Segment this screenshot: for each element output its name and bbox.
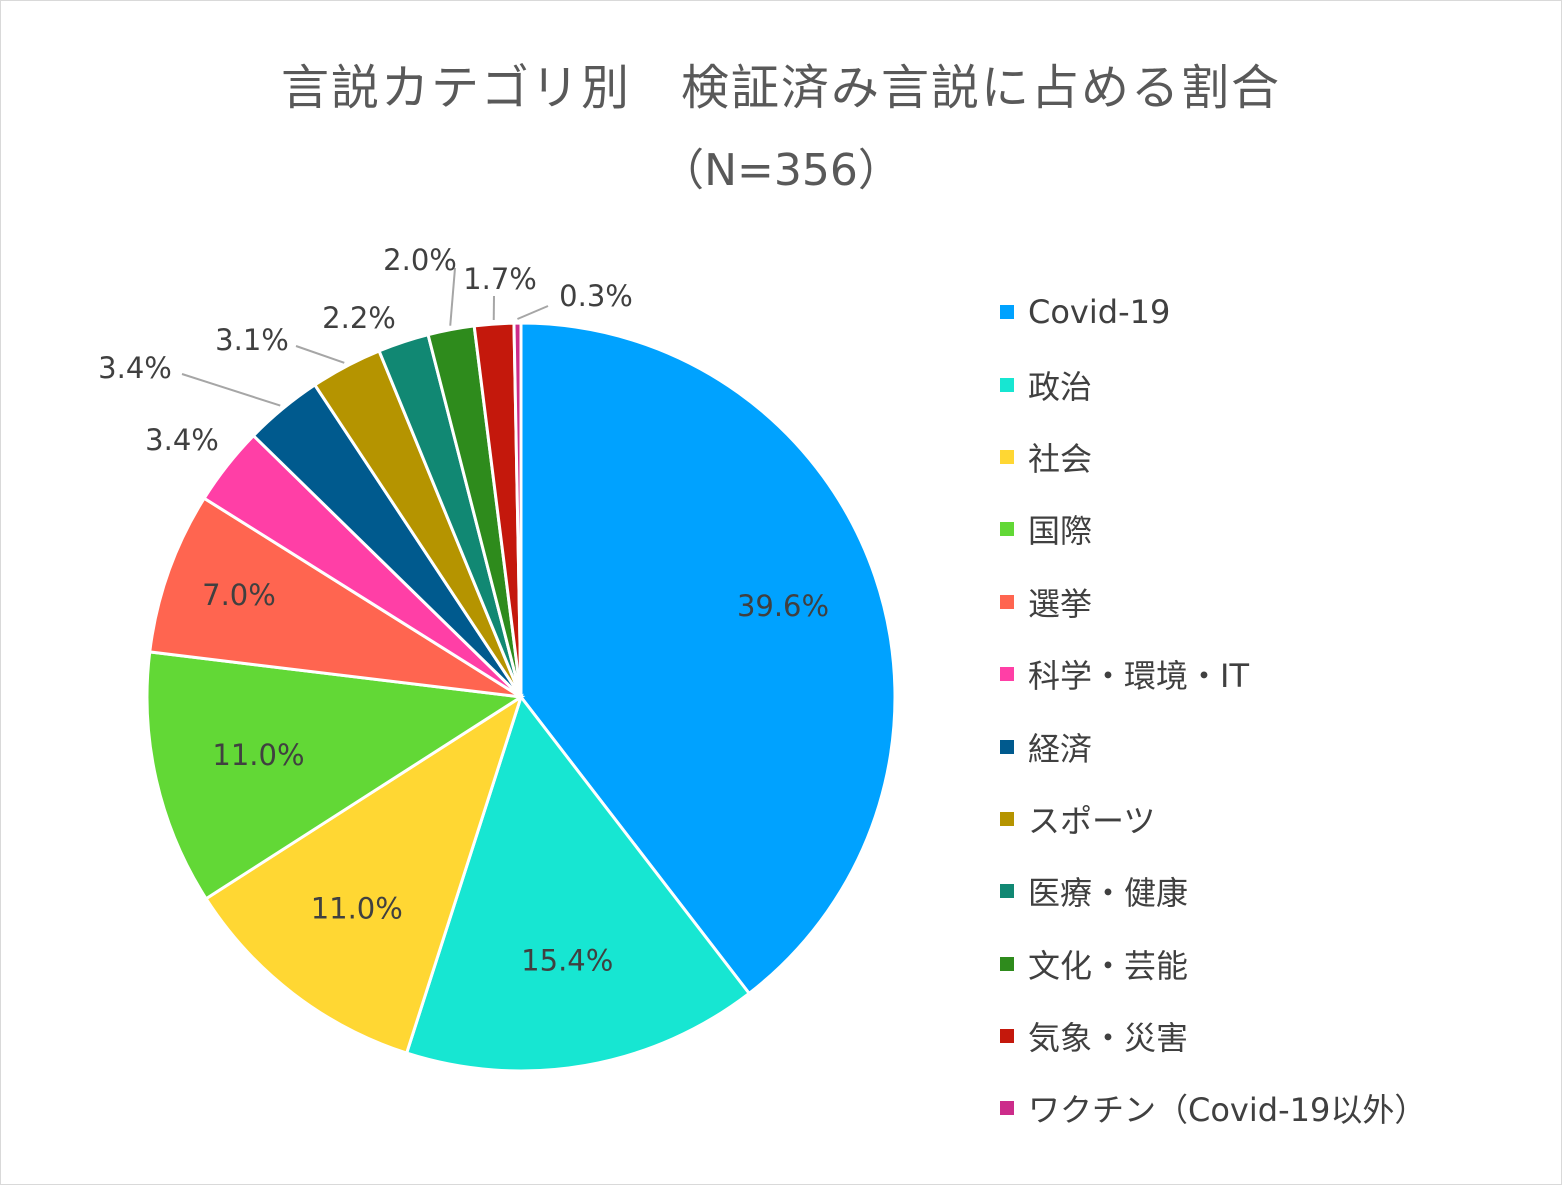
legend-item-politics: 政治 <box>1000 348 1426 420</box>
data-label-science-env-it: 3.4% <box>145 423 219 457</box>
data-label-politics: 15.4% <box>521 943 613 977</box>
legend-label: 社会 <box>1028 439 1093 478</box>
legend-swatch <box>1000 522 1014 537</box>
pie-slice-election <box>148 496 522 699</box>
pie-slice-international <box>145 650 526 901</box>
chart-legend: Covid-19 政治社会国際選挙科学・環境・IT 経済スポーツ医療・健康文化・芸能… <box>1000 276 1426 1145</box>
legend-item-economy: 経済 <box>1000 710 1426 782</box>
legend-swatch <box>1000 305 1014 320</box>
leader-line-culture-entertainment <box>449 267 456 326</box>
legend-label: 文化・芸能 <box>1028 946 1189 985</box>
legend-swatch <box>1000 1029 1014 1044</box>
legend-item-sports: スポーツ <box>1000 783 1426 855</box>
legend-label: スポーツ <box>1028 801 1156 840</box>
data-label-economy: 3.4% <box>98 351 172 385</box>
data-label-culture-entertainment: 2.0% <box>383 243 457 277</box>
legend-swatch <box>1000 1101 1014 1116</box>
legend-label: 経済 <box>1028 729 1093 768</box>
data-label-medical-health: 2.2% <box>322 301 396 335</box>
legend-item-culture-entertainment: 文化・芸能 <box>1000 928 1426 1000</box>
legend-swatch <box>1000 739 1014 754</box>
data-label-vaccine-non-covid: 0.3% <box>559 279 633 313</box>
legend-label: 科学・環境・IT <box>1028 657 1249 696</box>
data-label-covid19: 39.6% <box>737 589 829 623</box>
legend-item-weather-disaster: 気象・災害 <box>1000 1000 1426 1072</box>
legend-swatch <box>1000 811 1014 826</box>
legend-item-science-env-it: 科学・環境・IT <box>1000 638 1426 710</box>
legend-item-covid19: Covid-19 <box>1000 276 1426 348</box>
legend-label: 選挙 <box>1028 584 1093 623</box>
legend-swatch <box>1000 884 1014 899</box>
legend-label: 国際 <box>1028 512 1093 551</box>
legend-item-vaccine-non-covid: ワクチン（Covid-19以外） <box>1000 1072 1426 1144</box>
data-label-election: 7.0% <box>202 578 276 612</box>
legend-swatch <box>1000 377 1014 392</box>
data-label-international: 11.0% <box>212 738 304 772</box>
legend-swatch <box>1000 956 1014 971</box>
legend-item-society: 社会 <box>1000 421 1426 493</box>
legend-label: 政治 <box>1028 367 1093 406</box>
leader-line-vaccine-non-covid <box>517 305 549 320</box>
pie-slice-vaccine-non-covid <box>512 321 523 698</box>
leader-line-economy <box>181 373 281 407</box>
data-label-society: 11.0% <box>311 891 403 925</box>
legend-swatch <box>1000 667 1014 682</box>
legend-item-election: 選挙 <box>1000 566 1426 638</box>
legend-item-medical-health: 医療・健康 <box>1000 855 1426 927</box>
chart-subtitle: （N=356） <box>660 145 902 196</box>
legend-swatch <box>1000 594 1014 609</box>
legend-label: Covid-19 <box>1028 293 1171 332</box>
chart-title: 言説カテゴリ別 検証済み言説に占める割合 <box>280 60 1281 116</box>
pie-slice-covid19 <box>519 321 897 996</box>
legend-item-international: 国際 <box>1000 493 1426 565</box>
data-label-sports: 3.1% <box>215 323 289 357</box>
legend-label: ワクチン（Covid-19以外） <box>1028 1091 1427 1130</box>
data-label-weather-disaster: 1.7% <box>463 262 537 296</box>
pie-slice-society <box>203 693 524 1055</box>
legend-label: 気象・災害 <box>1028 1019 1189 1058</box>
legend-swatch <box>1000 449 1014 464</box>
leader-line-sports <box>295 345 345 364</box>
legend-label: 医療・健康 <box>1028 874 1189 913</box>
